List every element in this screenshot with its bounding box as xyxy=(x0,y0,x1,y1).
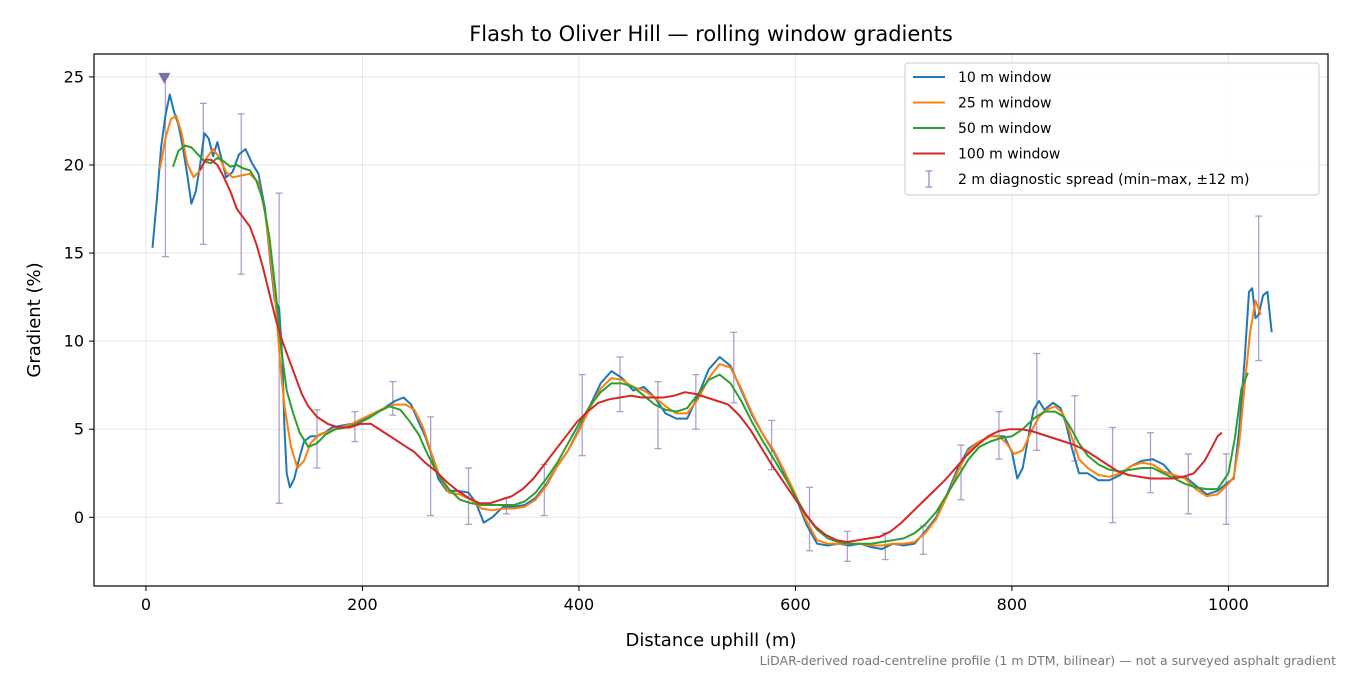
series-line-3 xyxy=(172,144,1249,545)
x-tick-label: 1000 xyxy=(1208,595,1249,614)
series-lines xyxy=(151,93,1273,550)
legend-label-1: 10 m window xyxy=(958,70,1051,86)
y-axis-label: Gradient (%) xyxy=(24,262,45,377)
legend-label-errorbar: 2 m diagnostic spread (min–max, ±12 m) xyxy=(958,172,1249,188)
y-tick-label: 0 xyxy=(74,508,84,527)
axis-ticks: 0 200 400 600 800 1000 0 5 10 15 20 25 xyxy=(64,67,1249,614)
footnote: LiDAR-derived road-centreline profile (1… xyxy=(760,653,1336,668)
y-tick-label: 5 xyxy=(74,420,84,439)
legend-label-2: 25 m window xyxy=(958,96,1051,112)
x-tick-label: 600 xyxy=(780,595,811,614)
series-line-4 xyxy=(199,158,1223,543)
legend-items: 10 m window 25 m window 50 m window 100 m w… xyxy=(913,70,1249,188)
x-tick-label: 200 xyxy=(347,595,378,614)
chart-title: Flash to Oliver Hill — rolling window gr… xyxy=(469,22,953,46)
legend: 10 m window 25 m window 50 m window 100 m w… xyxy=(904,62,1320,196)
y-tick-label: 20 xyxy=(64,155,84,174)
y-tick-label: 25 xyxy=(64,67,84,86)
x-tick-label: 800 xyxy=(997,595,1028,614)
x-tick-label: 0 xyxy=(141,595,151,614)
y-tick-label: 15 xyxy=(64,244,84,263)
legend-label-3: 50 m window xyxy=(958,121,1051,137)
legend-box xyxy=(904,62,1320,196)
peak-marker xyxy=(158,72,171,84)
y-tick-label: 10 xyxy=(64,332,84,351)
x-axis-label: Distance uphill (m) xyxy=(626,630,797,651)
series-line-2 xyxy=(159,114,1262,547)
x-tick-label: 400 xyxy=(564,595,595,614)
plot-frame xyxy=(93,53,1329,587)
legend-label-4: 100 m window xyxy=(958,147,1060,163)
peak-marker-group xyxy=(158,72,171,84)
